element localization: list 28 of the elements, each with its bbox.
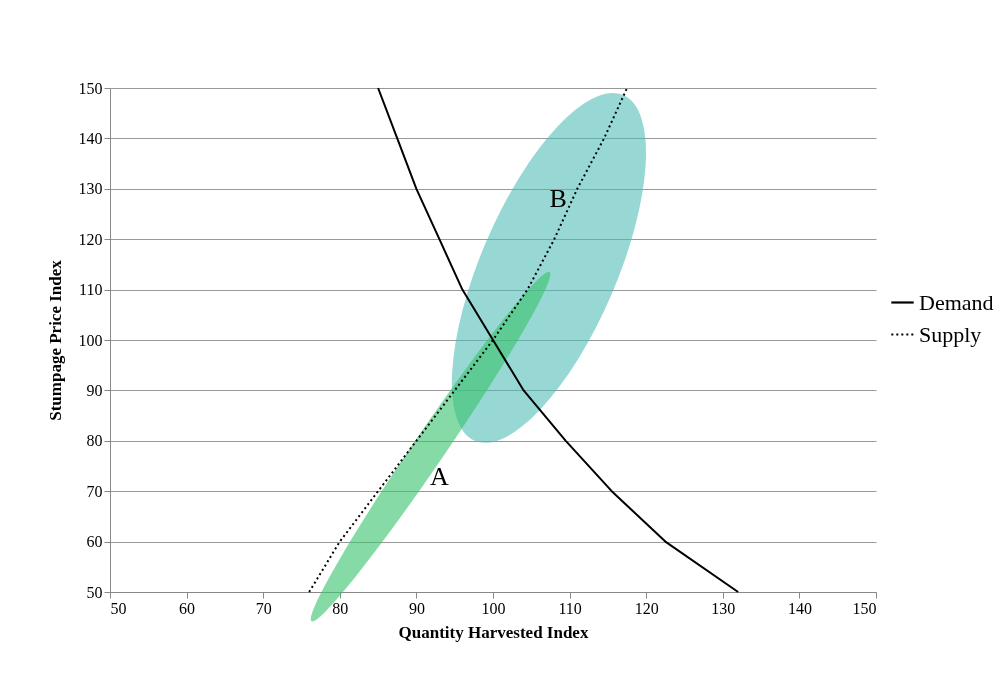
- annotation: A: [429, 461, 449, 491]
- legend-label: Supply: [919, 321, 982, 347]
- x-tick-label: 140: [787, 599, 812, 617]
- y-tick-label: 90: [86, 381, 103, 399]
- y-tick-label: 110: [79, 281, 103, 299]
- y-tick-label: 150: [78, 79, 103, 97]
- y-tick-label: 130: [78, 180, 103, 198]
- x-tick-label: 50: [110, 599, 127, 617]
- x-tick-label: 70: [255, 599, 272, 617]
- legend-label: Demand: [919, 289, 994, 315]
- x-tick-label: 60: [179, 599, 196, 617]
- y-tick-label: 120: [78, 230, 103, 248]
- y-axis-title: Stumpage Price Index: [45, 259, 65, 421]
- x-tick-label: 100: [481, 599, 506, 617]
- x-axis-title: Quantity Harvested Index: [398, 622, 589, 642]
- y-tick-label: 70: [86, 482, 103, 500]
- annotation: B: [549, 184, 567, 214]
- y-tick-label: 140: [78, 129, 103, 147]
- x-tick-label: 130: [711, 599, 736, 617]
- x-tick-label: 150: [852, 599, 877, 617]
- y-tick-label: 100: [78, 331, 103, 349]
- x-tick-label: 90: [408, 599, 425, 617]
- x-tick-label: 80: [332, 599, 349, 617]
- y-tick-label: 50: [86, 583, 103, 601]
- y-tick-label: 60: [86, 533, 103, 551]
- y-tick-label: 80: [86, 432, 103, 450]
- x-tick-label: 120: [634, 599, 659, 617]
- x-tick-label: 110: [558, 599, 582, 617]
